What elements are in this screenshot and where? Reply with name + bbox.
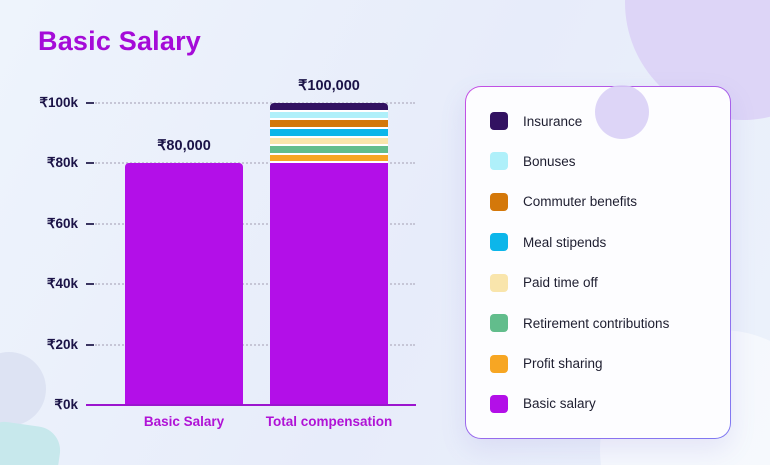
x-axis-labels: Basic Salary Total compensation [95,414,415,434]
y-tick-mark [86,162,94,165]
legend-swatch [490,273,508,292]
y-tick-label: ₹80k [46,155,78,171]
x-category-label: Basic Salary [143,414,225,429]
legend-item-insurance: Insurance [490,112,706,130]
legend-item-commuter-benefits: Commuter benefits [490,192,706,211]
y-tick-label: ₹20k [46,336,78,352]
bar-segment-paid-time-off [270,137,388,147]
gridline [95,222,415,225]
x-axis-line [86,404,416,406]
legend-label: Bonuses [523,153,576,169]
y-tick-mark [86,283,94,286]
bar-total-compensation [270,103,388,405]
legend-label: Profit sharing [523,356,603,372]
y-tick-label: ₹0k [54,397,78,412]
page-title: Basic Salary [38,26,202,56]
x-category-label: Total compensation [265,414,393,429]
y-tick-label: ₹60k [46,215,78,231]
legend-item-paid-time-off: Paid time off [490,273,706,292]
y-tick-mark [86,102,94,104]
y-axis-tick-marks [86,102,94,406]
legend-label: Basic salary [523,396,596,412]
legend-swatch [490,354,508,373]
legend-item-profit-sharing: Profit sharing [490,354,706,373]
legend-item-meal-stipends: Meal stipends [490,233,706,252]
gridline [95,162,415,165]
legend-item-bonuses: Bonuses [490,152,706,171]
legend-swatch [490,314,508,333]
legend-label: Insurance [523,113,583,129]
legend-swatch [490,192,508,211]
legend-label: Meal stipends [523,234,607,250]
legend-item-basic-salary: Basic salary [490,394,706,413]
legend-swatch [490,112,508,130]
bar-segment-retirement-contributions [270,146,388,155]
decorative-circle-legend-top [595,85,649,139]
bar-value-label: ₹100,000 [298,78,360,94]
legend-label: Paid time off [523,275,598,291]
legend-swatch [490,233,508,252]
legend-label: Commuter benefits [523,194,638,210]
bar-segment-meal-stipends [270,128,388,138]
y-tick-mark [86,222,94,225]
legend-label: Retirement contributions [523,315,670,331]
legend-swatch [490,394,508,413]
legend-list: Insurance Bonuses Commuter benefits Meal st… [490,112,706,413]
bar-basic-salary [125,163,243,405]
decorative-square-bottom-left [0,418,64,465]
bar-segment-insurance [270,103,388,112]
bar-value-label: ₹80,000 [157,138,211,155]
bar-segment-commuter-benefits [270,120,388,129]
bar-segment-bonuses [270,111,388,121]
y-tick-label: ₹40k [46,276,78,292]
gridline [95,343,415,346]
y-axis-labels: ₹0k ₹20k ₹40k ₹60k ₹80k ₹100k [8,95,78,412]
legend-swatch [490,152,508,171]
y-tick-mark [86,343,94,346]
gridline [95,102,415,104]
legend-card: Insurance Bonuses Commuter benefits Meal st… [465,86,731,439]
bar-segment-basic-salary [270,163,388,405]
plot-area: ₹80,000 ₹100,000 [95,78,415,405]
bar-segment-profit-sharing [270,154,388,164]
gridline [95,283,415,286]
y-tick-label: ₹100k [39,95,78,110]
legend-item-retirement-contributions: Retirement contributions [490,314,706,333]
bar-segment-basic-salary [125,163,243,405]
